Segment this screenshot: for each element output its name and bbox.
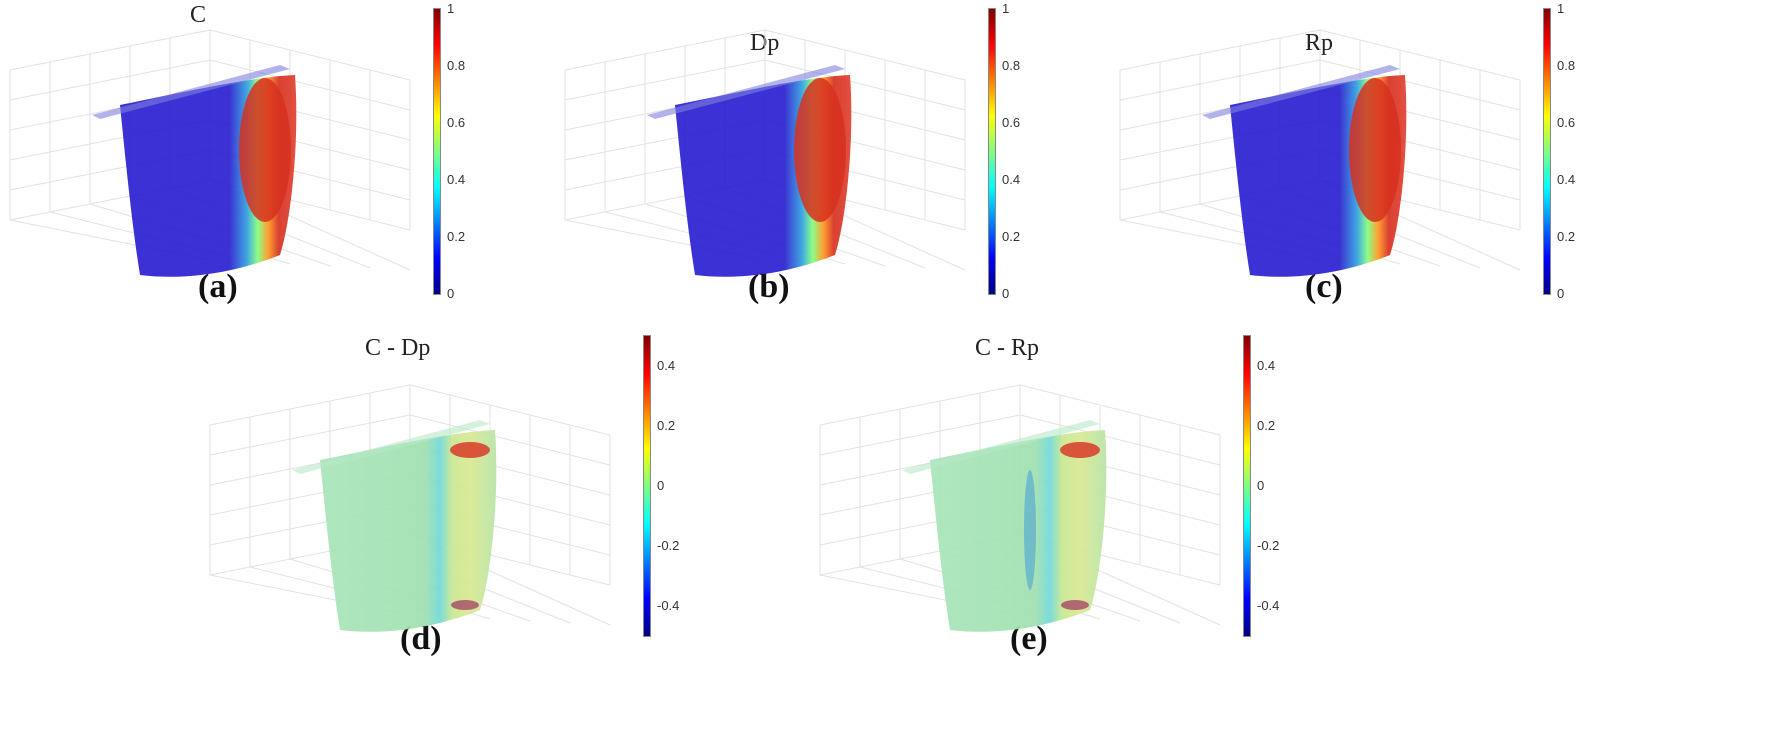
top-sheet xyxy=(292,420,490,474)
colorbar-tick-label: 0.6 xyxy=(447,115,466,130)
volume-render xyxy=(209,384,611,632)
hot-region xyxy=(1349,78,1401,222)
panel-a: C (a) 1 0.8 0.6 0.4 0.2 0 xyxy=(0,0,560,320)
panel-title: C - Rp xyxy=(975,335,1040,361)
top-sheet xyxy=(647,65,845,119)
colorbar-tick-label: 0 xyxy=(1257,478,1265,493)
volume-render xyxy=(564,29,966,277)
colorbar-tick-label: 0.2 xyxy=(1002,229,1021,244)
colorbar-tick-label: 0.2 xyxy=(1257,418,1276,433)
colorbar-tick-label: 0.8 xyxy=(1557,58,1576,73)
panel-b: Dp (b) 1 0.8 0.6 0.4 0.2 0 xyxy=(555,0,1115,320)
colorbar-tick-label: 1 xyxy=(1557,1,1565,16)
volume-render xyxy=(1119,29,1521,277)
panel-d: C - Dp (d) 0.4 0.2 0 -0.2 -0.4 xyxy=(200,325,760,735)
panel-title: C xyxy=(190,2,207,28)
diff-hotspot-top xyxy=(1060,442,1100,458)
top-sheet xyxy=(902,420,1100,474)
hot-region xyxy=(794,78,846,222)
colorbar-tick-label: 0.4 xyxy=(1557,172,1576,187)
diff-hotspot-top xyxy=(450,442,490,458)
panel-e: C - Rp (e) 0.4 0.2 0 -0.2 -0.4 xyxy=(810,325,1370,735)
colorbar-tick-label: 0 xyxy=(447,286,455,301)
colorbar-tick-label: 0.8 xyxy=(447,58,466,73)
diff-hotspot-bottom xyxy=(451,600,479,610)
colorbar-tick-label: 0.4 xyxy=(1257,358,1276,373)
colorbar-tick-label: 0.4 xyxy=(1002,172,1021,187)
colorbar-tick-label: -0.2 xyxy=(657,538,680,553)
colorbar-tick-label: 1 xyxy=(447,1,455,16)
diff-cold-band xyxy=(1024,470,1036,590)
colorbar-tick-label: 0 xyxy=(1557,286,1565,301)
panel-c: Rp (c) 1 0.8 0.6 0.4 0.2 0 xyxy=(1110,0,1670,320)
colorbar-tick-label: 0.2 xyxy=(447,229,466,244)
volume-render xyxy=(819,384,1221,632)
volume-body xyxy=(320,430,497,632)
colorbar xyxy=(1243,335,1251,637)
colorbar-tick-label: 0.8 xyxy=(1002,58,1021,73)
colorbar-tick-label: -0.4 xyxy=(1257,598,1280,613)
colorbar xyxy=(988,8,996,295)
colorbar-tick-label: 1 xyxy=(1002,1,1010,16)
hot-region xyxy=(239,78,291,222)
colorbar-tick-label: 0.4 xyxy=(447,172,466,187)
top-sheet xyxy=(92,65,290,119)
colorbar xyxy=(433,8,441,295)
top-sheet xyxy=(1202,65,1400,119)
colorbar xyxy=(643,335,651,637)
colorbar-tick-label: 0.6 xyxy=(1557,115,1576,130)
colorbar-tick-label: -0.2 xyxy=(1257,538,1280,553)
colorbar-tick-label: 0.2 xyxy=(657,418,676,433)
colorbar-tick-label: 0 xyxy=(1002,286,1010,301)
panel-title: C - Dp xyxy=(365,335,431,361)
colorbar-tick-label: 0 xyxy=(657,478,665,493)
colorbar-tick-label: 0.6 xyxy=(1002,115,1021,130)
colorbar-tick-label: 0.2 xyxy=(1557,229,1576,244)
volume-body xyxy=(930,430,1107,632)
diff-hotspot-bottom xyxy=(1061,600,1089,610)
volume-render xyxy=(9,29,411,277)
colorbar xyxy=(1543,8,1551,295)
colorbar-tick-label: 0.4 xyxy=(657,358,676,373)
colorbar-tick-label: -0.4 xyxy=(657,598,680,613)
panel-title: Rp xyxy=(1305,30,1334,56)
